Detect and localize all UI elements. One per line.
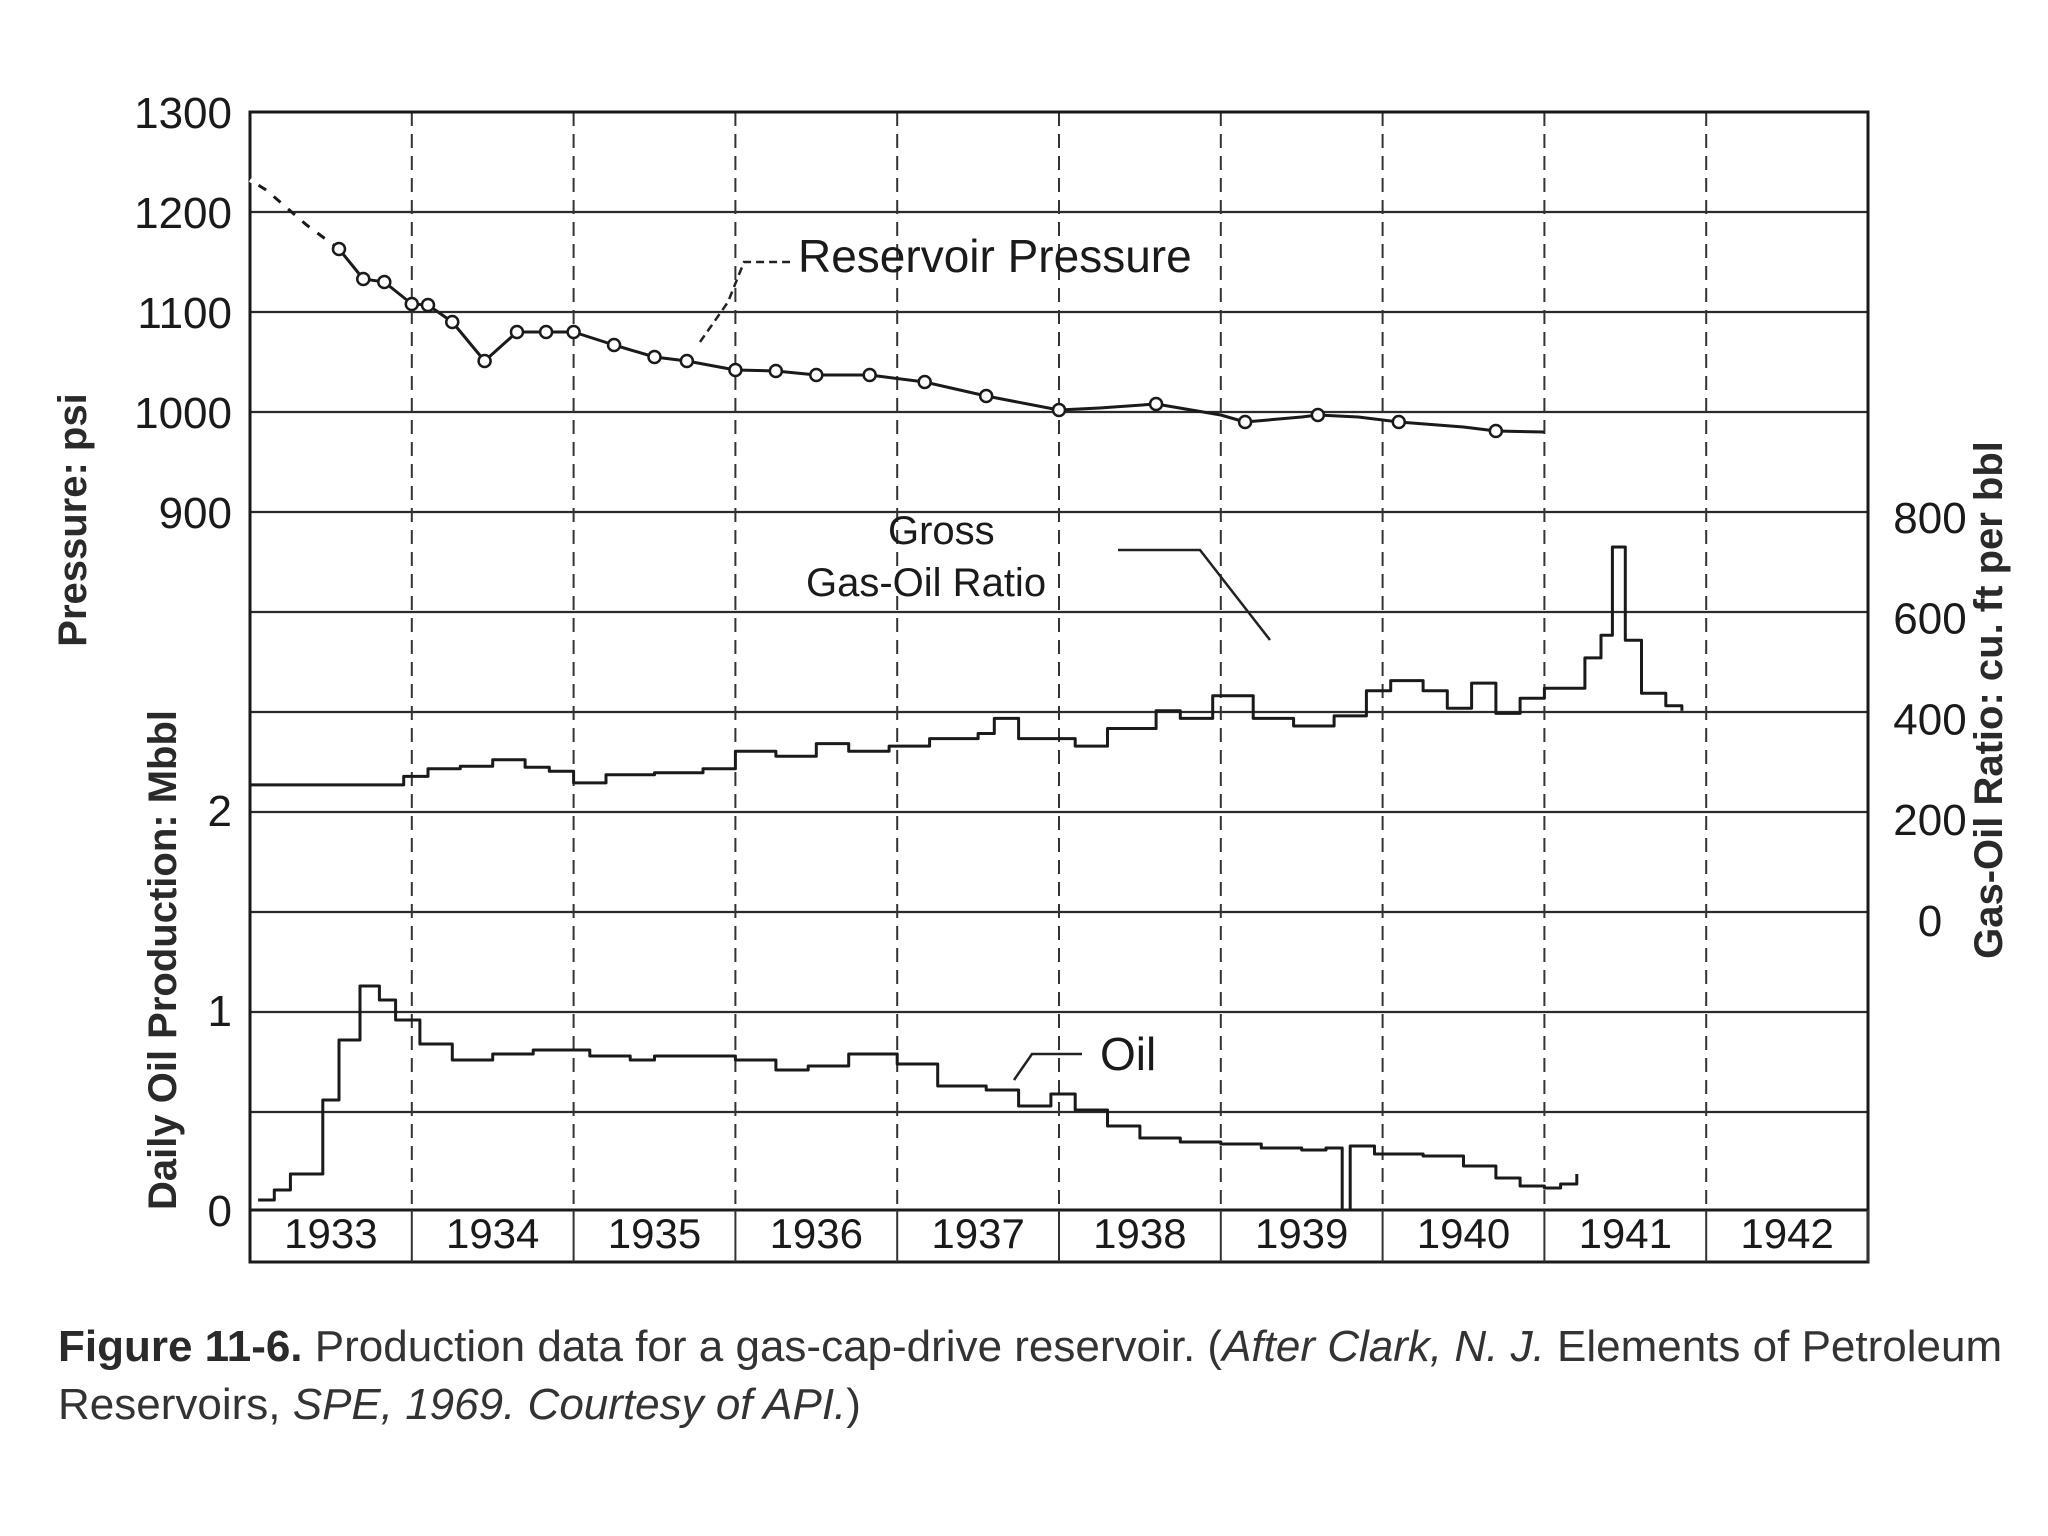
year-tick-label: 1936 xyxy=(770,1210,863,1257)
figure-label: Figure 11-6. xyxy=(58,1322,303,1371)
pressure-data-point xyxy=(509,324,525,340)
pressure-tick-label: 1300 xyxy=(134,89,232,138)
chart-grid xyxy=(250,110,1868,1210)
year-tick-label: 1937 xyxy=(931,1210,1024,1257)
gor-leader-line xyxy=(1118,548,1271,641)
pressure-data-point xyxy=(917,374,932,390)
pressure-data-point xyxy=(1391,414,1407,430)
year-axis-ticks: 1933 1934 1935 1936 1937 1938 1939 1940 1941 1942 xyxy=(284,1210,1869,1262)
pressure-data-point xyxy=(862,367,877,383)
gor-tick-label: 400 xyxy=(1893,695,1966,744)
pressure-data-point xyxy=(445,314,460,330)
oil-axis-ticks: 2 1 0 xyxy=(208,787,232,1236)
oil-tick-label: 2 xyxy=(208,787,232,836)
pressure-data-point xyxy=(1051,402,1067,418)
oil-annotation: Oil xyxy=(1100,1028,1156,1080)
oil-tick-label: 1 xyxy=(208,987,232,1036)
pressure-data-point xyxy=(809,367,824,383)
caption-text: Production data for a gas-cap-drive rese… xyxy=(302,1322,1223,1371)
pressure-axis-ticks: 1300 1200 1100 1000 900 xyxy=(134,89,232,538)
pressure-data-point xyxy=(606,337,622,353)
caption-source: SPE, 1969. Courtesy of API. xyxy=(292,1380,847,1429)
pressure-data-point xyxy=(679,353,695,369)
pressure-axis-title: Pressure: psi xyxy=(51,393,95,646)
figure-caption: Figure 11-6. Production data for a gas-c… xyxy=(58,1318,2018,1434)
year-tick-label: 1933 xyxy=(284,1210,377,1257)
pressure-data-point xyxy=(1488,423,1504,439)
pressure-leader-line xyxy=(698,260,790,343)
caption-text-3: ) xyxy=(846,1380,861,1429)
year-tick-label: 1939 xyxy=(1255,1210,1348,1257)
pressure-data-point xyxy=(728,362,743,378)
pressure-tick-label: 1100 xyxy=(137,289,232,338)
pressure-annotation: Reservoir Pressure xyxy=(798,230,1192,282)
pressure-tick-label: 900 xyxy=(159,489,232,538)
pressure-data-point xyxy=(356,271,371,287)
oil-tick-label: 0 xyxy=(208,1187,232,1236)
pressure-data-point xyxy=(566,324,581,340)
year-tick-label: 1940 xyxy=(1417,1210,1510,1257)
year-tick-label: 1942 xyxy=(1740,1210,1833,1257)
pressure-data-point xyxy=(1237,414,1253,430)
pressure-data-point xyxy=(978,388,994,404)
pressure-data-point xyxy=(404,296,420,312)
pressure-data-point xyxy=(1310,407,1326,423)
gor-axis-ticks: 800 600 400 200 0 xyxy=(1893,494,1966,946)
caption-text-2: Elements of Petroleum Reservoirs, xyxy=(58,1322,2003,1429)
gor-tick-label: 800 xyxy=(1893,494,1966,543)
oil-axis-title: Daily Oil Production: Mbbl xyxy=(141,710,185,1210)
series-layer xyxy=(248,178,1684,1212)
year-tick-label: 1935 xyxy=(608,1210,701,1257)
year-tick-label: 1938 xyxy=(1093,1210,1186,1257)
pressure-tick-label: 1000 xyxy=(134,389,232,438)
gor-tick-label: 600 xyxy=(1893,595,1966,644)
oil-line xyxy=(258,984,1579,1212)
oil-leader-line xyxy=(1012,1052,1082,1081)
pressure-data-point xyxy=(768,363,784,379)
pressure-extrapolated-gap xyxy=(248,178,341,251)
gor-tick-label: 200 xyxy=(1893,796,1966,845)
pressure-data-point xyxy=(1148,396,1164,412)
gor-tick-label: 0 xyxy=(1918,897,1942,946)
year-tick-label: 1934 xyxy=(446,1210,539,1257)
caption-citation: After Clark, N. J. xyxy=(1222,1322,1545,1371)
pressure-data-point xyxy=(477,353,492,369)
pressure-data-point xyxy=(647,349,662,365)
pressure-data-point xyxy=(331,241,347,257)
gor-axis-title: Gas-Oil Ratio: cu. ft per bbl xyxy=(1967,441,2011,959)
pressure-line xyxy=(249,178,1545,434)
year-tick-label: 1941 xyxy=(1579,1210,1672,1257)
pressure-data-point xyxy=(538,324,554,340)
pressure-markers xyxy=(331,241,1504,439)
gor-line xyxy=(250,545,1684,787)
gor-annotation-line2: Gas-Oil Ratio xyxy=(806,561,1046,605)
pressure-tick-label: 1200 xyxy=(134,189,232,238)
gor-annotation-line1: Gross xyxy=(888,509,995,553)
pressure-data-point xyxy=(420,297,436,313)
pressure-data-point xyxy=(377,274,392,290)
